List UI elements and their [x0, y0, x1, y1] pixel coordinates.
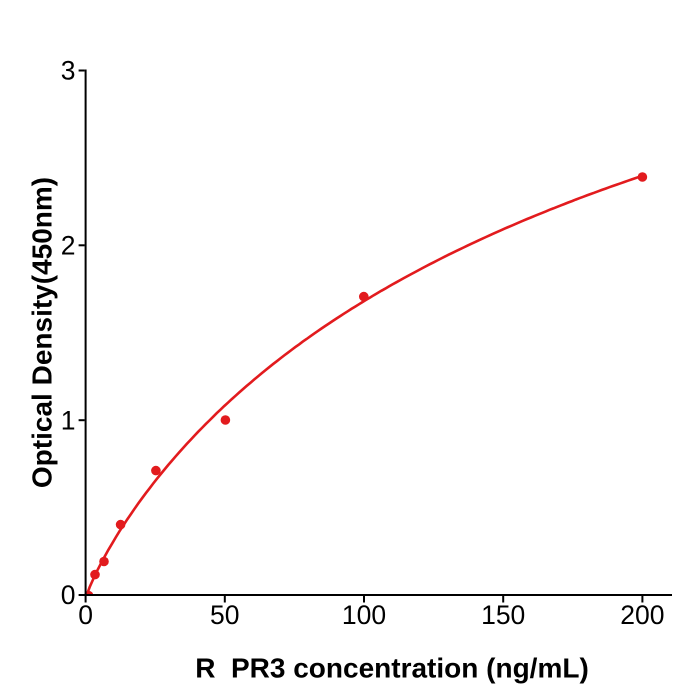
svg-text:3: 3 [61, 56, 76, 86]
svg-text:1: 1 [61, 405, 76, 435]
svg-text:50: 50 [210, 600, 239, 630]
svg-text:0: 0 [61, 580, 76, 610]
svg-text:R PR3 concentration (ng/mL): R PR3 concentration (ng/mL) [195, 653, 589, 684]
svg-text:100: 100 [342, 600, 386, 630]
svg-text:2: 2 [61, 231, 76, 261]
svg-text:150: 150 [481, 600, 525, 630]
svg-text:200: 200 [620, 600, 664, 630]
svg-text:Optical Density(450nm): Optical Density(450nm) [27, 177, 58, 488]
svg-text:0: 0 [78, 600, 93, 630]
